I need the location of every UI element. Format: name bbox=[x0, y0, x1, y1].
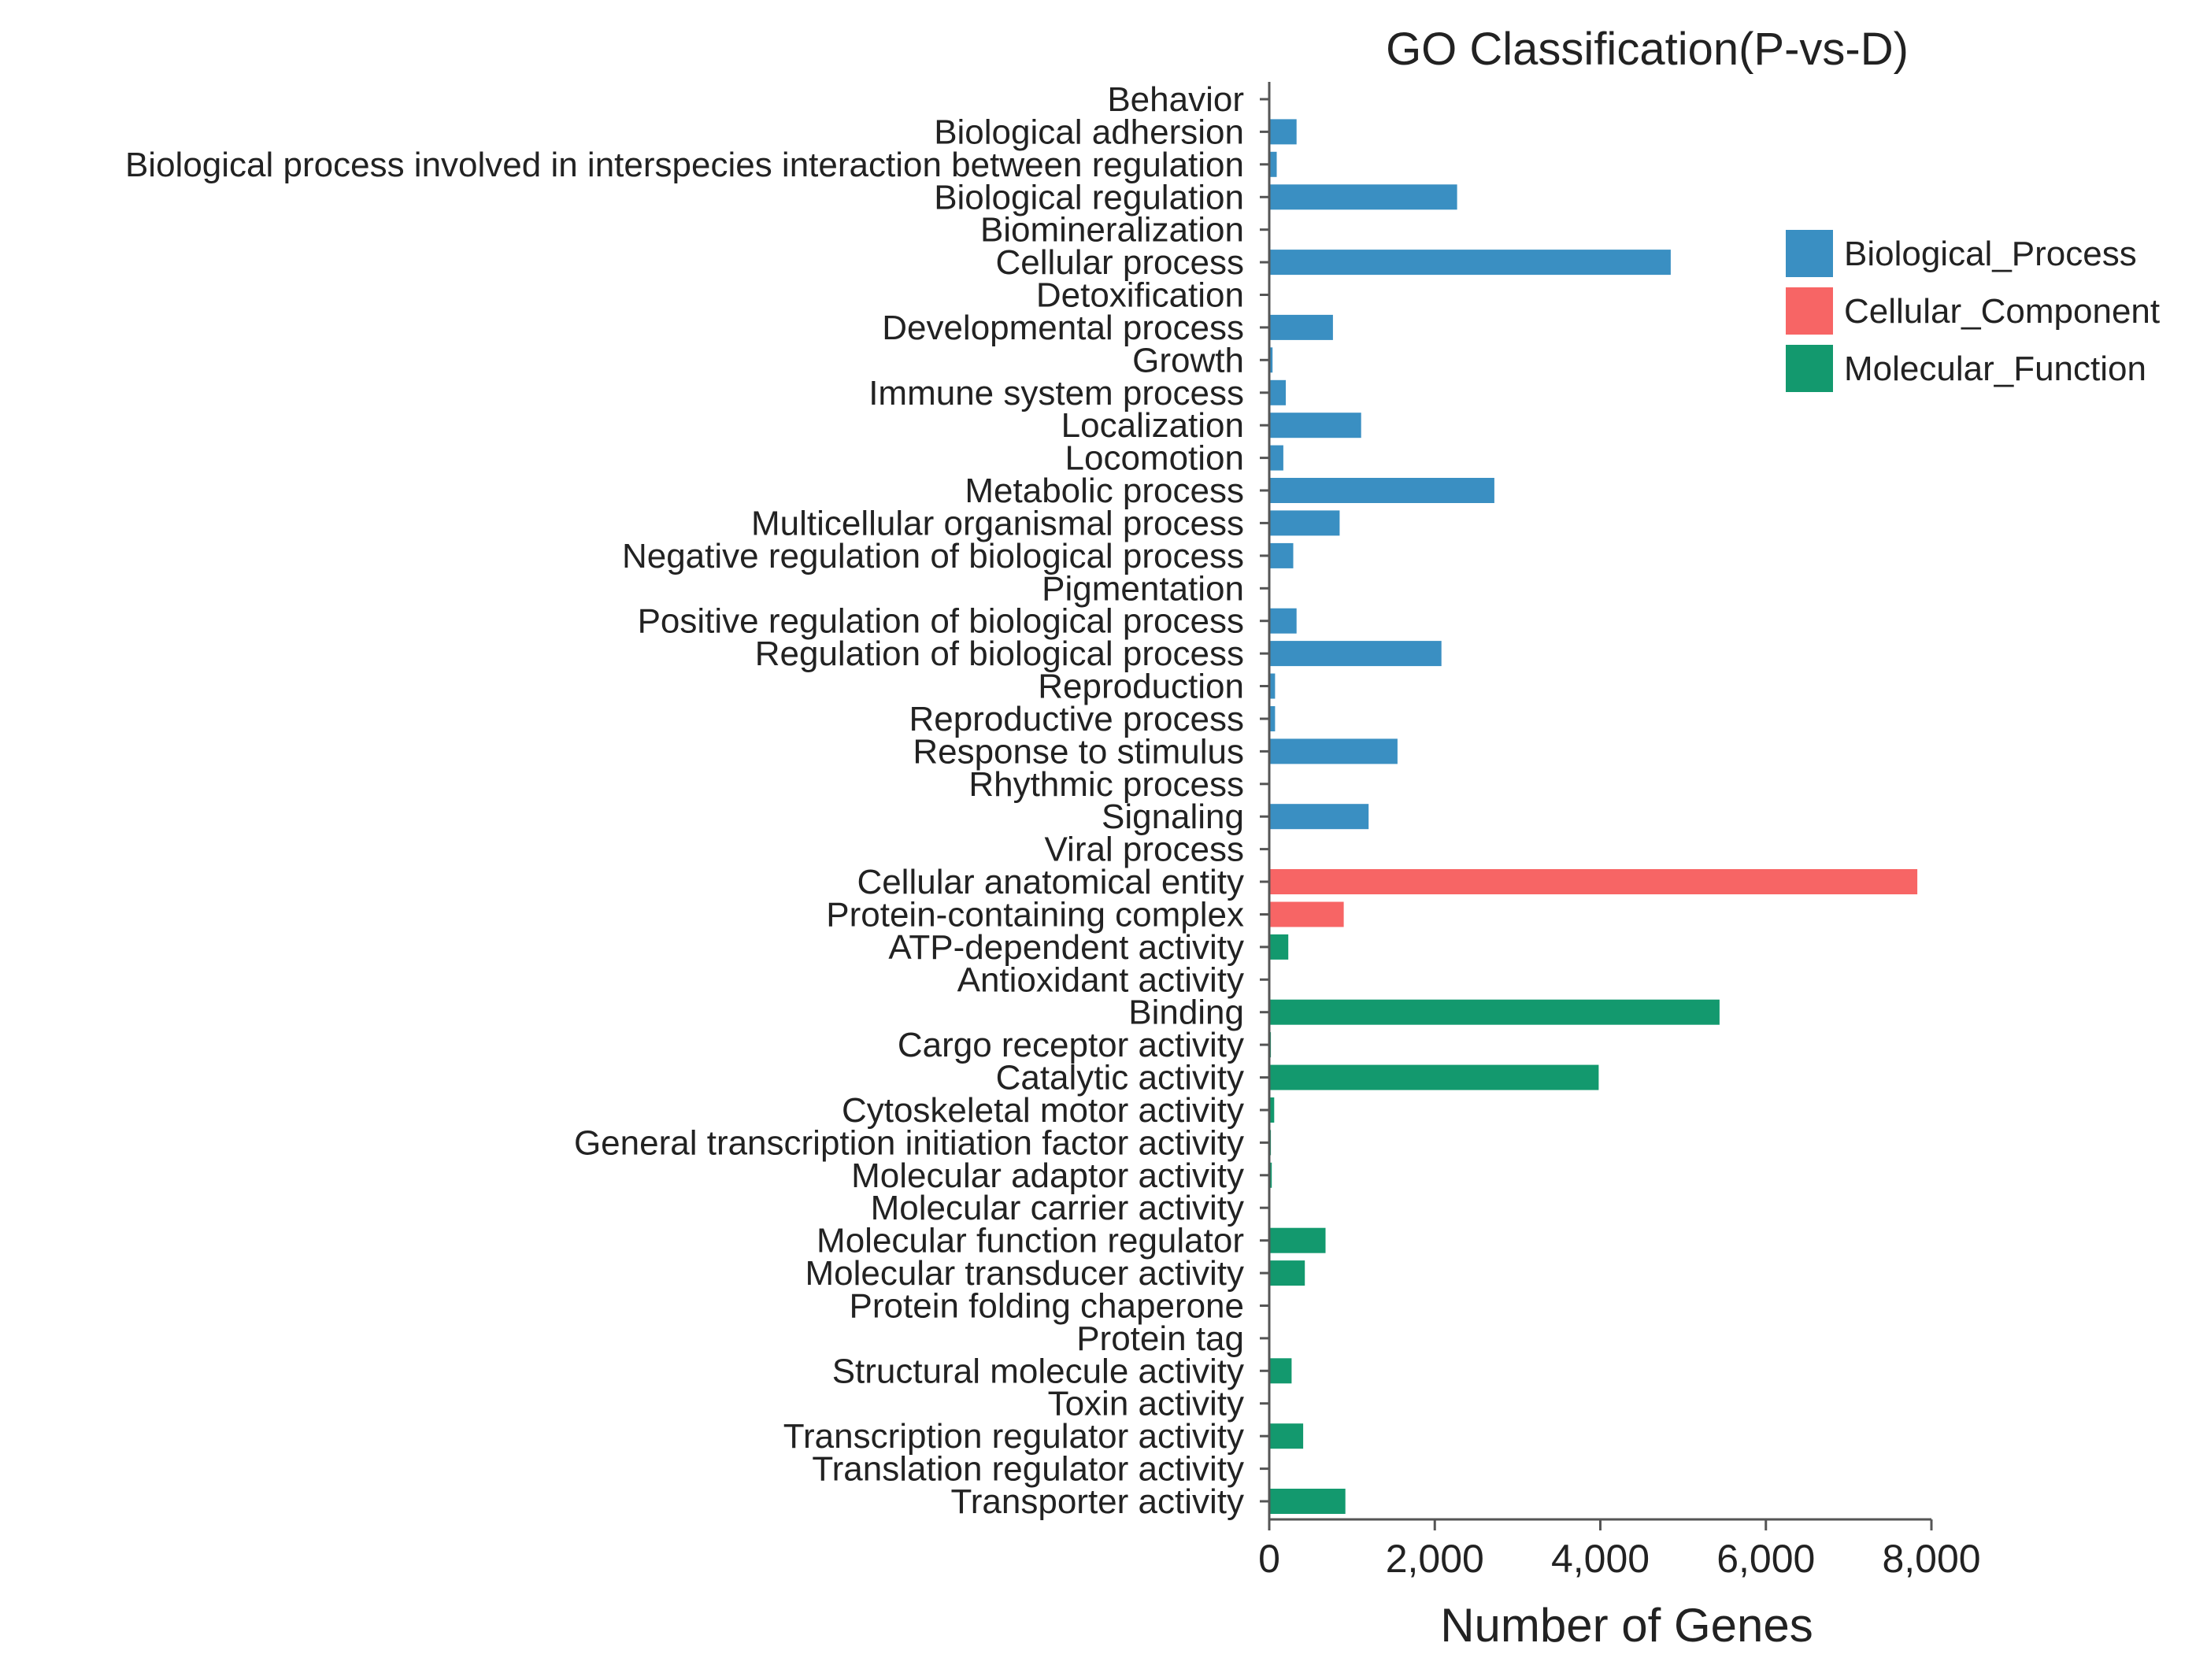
legend-label-1: Biological_Process bbox=[1844, 235, 2137, 273]
bar-10 bbox=[1269, 379, 1286, 405]
bar-37 bbox=[1269, 1260, 1305, 1286]
category-label-10: Immune system process bbox=[868, 374, 1244, 413]
legend-label-3: Molecular_Function bbox=[1844, 350, 2146, 388]
category-label-1: Behavior bbox=[1107, 80, 1244, 119]
bar-21 bbox=[1269, 738, 1398, 764]
x-tick-label-5: 8,000 bbox=[1882, 1537, 1980, 1581]
category-label-2: Biological adhersion bbox=[934, 113, 1244, 151]
category-label-26: Protein-containing complex bbox=[826, 896, 1244, 934]
category-label-5: Biomineralization bbox=[980, 211, 1244, 250]
bar-12 bbox=[1269, 445, 1283, 471]
x-tick-label-1: 0 bbox=[1258, 1537, 1280, 1581]
category-label-29: Binding bbox=[1128, 994, 1244, 1032]
x-axis-label: Number of Genes bbox=[1440, 1599, 1813, 1652]
category-label-31: Catalytic activity bbox=[996, 1059, 1244, 1097]
bar-20 bbox=[1269, 706, 1276, 731]
category-label-12: Locomotion bbox=[1065, 439, 1244, 478]
bar-31 bbox=[1269, 1064, 1599, 1090]
category-label-37: Molecular transducer activity bbox=[805, 1254, 1244, 1293]
category-label-3: Biological process involved in interspec… bbox=[125, 146, 1244, 184]
legend-swatch-3 bbox=[1786, 345, 1833, 392]
category-label-35: Molecular carrier activity bbox=[871, 1189, 1244, 1227]
category-label-14: Multicellular organismal process bbox=[751, 504, 1244, 542]
legend: Biological_Process Cellular_Component Mole… bbox=[1786, 230, 2160, 392]
category-label-32: Cytoskeletal motor activity bbox=[842, 1091, 1244, 1130]
category-label-30: Cargo receptor activity bbox=[898, 1026, 1244, 1064]
category-label-42: Transcription regulator activity bbox=[783, 1417, 1244, 1456]
category-label-4: Biological regulation bbox=[934, 178, 1244, 216]
category-label-40: Structural molecule activity bbox=[832, 1352, 1244, 1390]
bar-36 bbox=[1269, 1227, 1326, 1253]
category-label-16: Pigmentation bbox=[1042, 569, 1244, 608]
bars-layer bbox=[1269, 87, 1918, 1514]
category-label-19: Reproduction bbox=[1038, 668, 1244, 706]
bar-4 bbox=[1269, 184, 1457, 210]
category-label-23: Signaling bbox=[1102, 797, 1244, 836]
category-label-34: Molecular adaptor activity bbox=[851, 1156, 1244, 1195]
category-label-11: Localization bbox=[1061, 406, 1244, 445]
x-tick-label-2: 2,000 bbox=[1386, 1537, 1484, 1581]
bar-3 bbox=[1269, 151, 1277, 177]
bar-32 bbox=[1269, 1097, 1275, 1123]
category-label-15: Negative regulation of biological proces… bbox=[622, 537, 1244, 575]
bar-8 bbox=[1269, 314, 1333, 340]
bar-15 bbox=[1269, 542, 1294, 568]
bar-2 bbox=[1269, 119, 1297, 145]
bar-27 bbox=[1269, 934, 1289, 960]
bar-25 bbox=[1269, 869, 1918, 894]
category-label-8: Developmental process bbox=[882, 309, 1244, 347]
x-tick-label-3: 4,000 bbox=[1551, 1537, 1650, 1581]
bar-17 bbox=[1269, 608, 1297, 634]
chart-title: GO Classification(P-vs-D) bbox=[1386, 24, 1909, 75]
bar-26 bbox=[1269, 901, 1344, 927]
category-label-28: Antioxidant activity bbox=[957, 960, 1244, 999]
bar-9 bbox=[1269, 347, 1273, 373]
x-tick-label-4: 6,000 bbox=[1716, 1537, 1815, 1581]
bar-42 bbox=[1269, 1423, 1304, 1449]
bar-29 bbox=[1269, 999, 1720, 1025]
bar-11 bbox=[1269, 413, 1361, 439]
category-label-38: Protein folding chaperone bbox=[850, 1287, 1244, 1326]
category-label-27: ATP-dependent activity bbox=[888, 928, 1244, 967]
category-label-6: Cellular process bbox=[996, 243, 1244, 282]
category-label-18: Regulation of biological process bbox=[755, 635, 1244, 673]
category-label-7: Detoxification bbox=[1036, 276, 1244, 315]
category-label-33: General transcription initiation factor … bbox=[574, 1123, 1244, 1162]
category-label-17: Positive regulation of biological proces… bbox=[638, 602, 1244, 641]
category-label-36: Molecular function regulator bbox=[817, 1222, 1244, 1260]
bar-14 bbox=[1269, 510, 1340, 536]
category-label-9: Growth bbox=[1132, 341, 1244, 379]
category-label-20: Reproductive process bbox=[909, 700, 1244, 738]
category-label-24: Viral process bbox=[1044, 831, 1244, 869]
category-label-39: Protein tag bbox=[1076, 1319, 1244, 1358]
bar-19 bbox=[1269, 673, 1276, 699]
legend-swatch-2 bbox=[1786, 287, 1833, 335]
category-label-41: Toxin activity bbox=[1048, 1385, 1244, 1423]
bar-6 bbox=[1269, 250, 1671, 276]
category-label-43: Translation regulator activity bbox=[812, 1450, 1244, 1489]
category-label-21: Response to stimulus bbox=[913, 732, 1244, 771]
bar-23 bbox=[1269, 804, 1369, 830]
bar-40 bbox=[1269, 1358, 1292, 1384]
category-label-44: Transporter activity bbox=[951, 1482, 1244, 1521]
category-label-13: Metabolic process bbox=[965, 472, 1244, 510]
axis-layer: 0 2,000 4,000 6,000 8,000 bbox=[1258, 82, 1981, 1581]
bar-34 bbox=[1269, 1162, 1272, 1188]
legend-swatch-1 bbox=[1786, 230, 1833, 277]
category-label-22: Rhythmic process bbox=[968, 765, 1244, 804]
bar-18 bbox=[1269, 641, 1442, 667]
category-label-25: Cellular anatomical entity bbox=[857, 863, 1244, 901]
legend-label-2: Cellular_Component bbox=[1844, 292, 2160, 331]
bar-44 bbox=[1269, 1489, 1346, 1514]
bar-13 bbox=[1269, 478, 1494, 503]
